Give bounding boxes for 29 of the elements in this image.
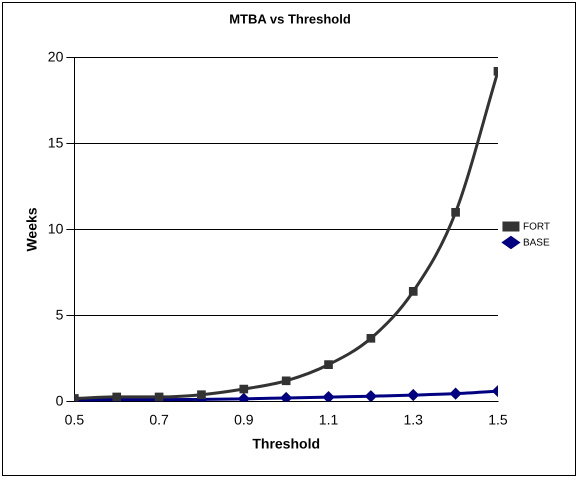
point bbox=[365, 390, 376, 402]
point bbox=[324, 360, 333, 369]
point bbox=[238, 393, 250, 402]
point bbox=[197, 390, 206, 400]
y-tick-label: 0 bbox=[56, 392, 64, 408]
point bbox=[450, 388, 462, 400]
x-axis-title: Threshold bbox=[252, 435, 320, 452]
x-tick-label: 0.7 bbox=[149, 412, 170, 428]
point bbox=[408, 287, 418, 296]
chart-title: MTBA vs Threshold bbox=[229, 11, 351, 26]
point bbox=[323, 392, 334, 402]
point bbox=[451, 208, 460, 217]
point bbox=[239, 384, 248, 394]
x-tick-label: 1.1 bbox=[318, 412, 338, 428]
point bbox=[282, 376, 290, 386]
legend-label: FORT bbox=[522, 221, 550, 232]
y-tick-label: 5 bbox=[56, 306, 64, 322]
x-tick-label: 1.5 bbox=[488, 412, 508, 428]
y-tick-label: 15 bbox=[48, 134, 64, 150]
x-tick-label: 0.9 bbox=[234, 412, 254, 428]
point bbox=[280, 392, 292, 402]
y-axis-title: Weeks bbox=[23, 207, 40, 252]
y-tick-label: 10 bbox=[48, 220, 64, 236]
legend-label: BASE bbox=[522, 237, 550, 248]
point bbox=[366, 334, 376, 343]
x-tick-label: 1.3 bbox=[404, 412, 424, 428]
point bbox=[408, 390, 419, 401]
x-tick-label: 0.5 bbox=[64, 412, 84, 428]
y-tick-label: 20 bbox=[48, 48, 64, 64]
